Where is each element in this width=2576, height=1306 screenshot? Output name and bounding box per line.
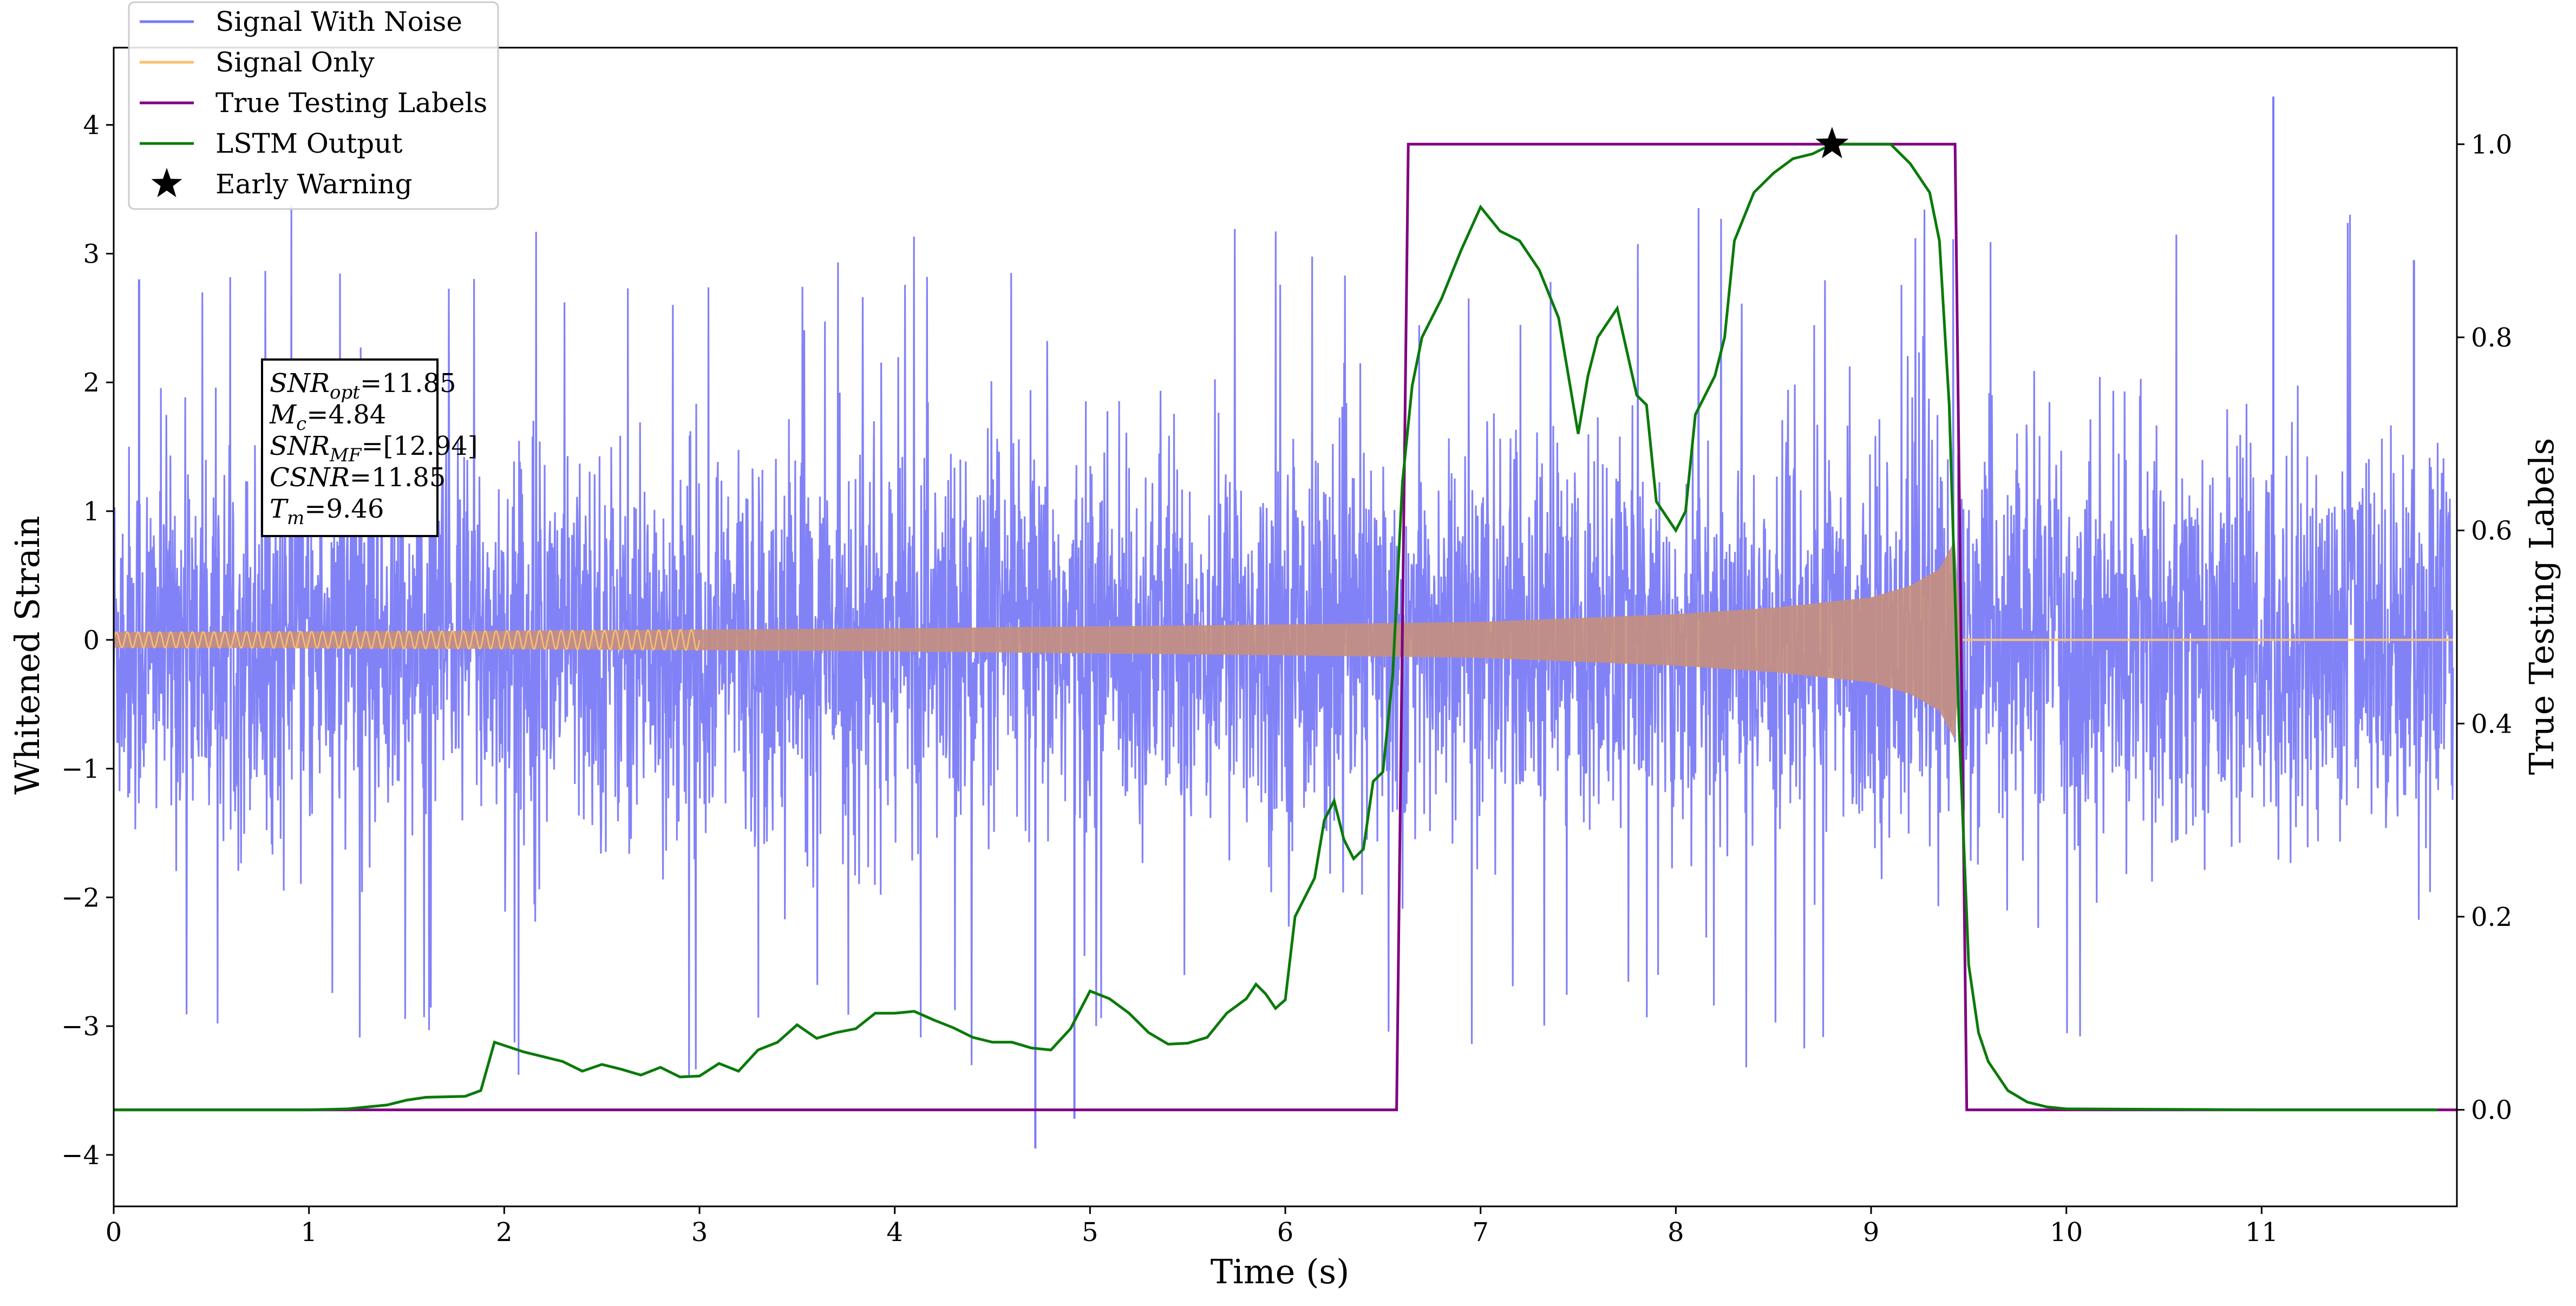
series-signal-with-noise (114, 205, 2454, 1078)
axes: 0 1 2 3 4 5 6 7 8 9 10 11 −4 −3 −2 −1 0 1 2 3 4 0.0 0.2 0.4 0.6 0… (61, 110, 2512, 1248)
y-tick-label-right: 0.8 (2471, 323, 2512, 353)
x-axis-label: Time (s) (1211, 1252, 1350, 1291)
legend-label: Early Warning (215, 168, 413, 200)
annotation-frame (261, 358, 439, 537)
x-tick-label: 7 (1472, 1217, 1489, 1248)
y-tick-label-left: 3 (83, 239, 100, 269)
snr-annotation-box: SNRopt=11.85Mc=4.84SNRMF=[12.94]CSNR=11.… (261, 358, 478, 537)
series-true-testing-labels (114, 142, 2457, 1112)
y-tick-label-left: 4 (83, 110, 100, 141)
legend-label: Signal Only (215, 47, 375, 78)
y-tick-label-left: −2 (61, 883, 100, 913)
legend-label: True Testing Labels (215, 87, 487, 119)
x-tick-label: 0 (106, 1217, 122, 1248)
y-tick-label-right: 0.2 (2471, 902, 2512, 932)
y-tick-label-left: −1 (61, 754, 100, 785)
series-signal-only-envelope (114, 540, 1961, 740)
y-axis-label-right: True Testing Labels (2522, 438, 2561, 775)
y-tick-label-right: 0.4 (2471, 709, 2512, 739)
x-tick-label: 9 (1863, 1217, 1880, 1248)
y-tick-label-right: 0.0 (2471, 1095, 2512, 1126)
x-tick-label: 8 (1668, 1217, 1684, 1248)
x-tick-label: 2 (496, 1217, 513, 1248)
early-warning-marker (1815, 127, 1849, 159)
y-tick-label-right: 0.6 (2471, 516, 2512, 546)
x-tick-label: 5 (1082, 1217, 1099, 1248)
legend-frame (128, 1, 499, 210)
y-axis-label-left: Whitened Strain (8, 516, 47, 795)
legend: Signal With Noise Signal Only True Testing… (128, 1, 499, 210)
annotation-line: SNRMF=[12.94] (270, 431, 478, 466)
y-tick-label-left: 0 (83, 625, 100, 656)
annotation-line: SNRopt=11.85 (270, 368, 456, 403)
x-tick-label: 11 (2245, 1217, 2278, 1248)
x-tick-label: 10 (2050, 1217, 2083, 1248)
series-signal-only-early-cycles (114, 629, 701, 651)
y-tick-label-left: 1 (83, 497, 100, 527)
legend-marker-early-warning (151, 168, 182, 198)
annotation-line: CSNR=11.85 (270, 462, 446, 493)
x-tick-label: 3 (691, 1217, 708, 1248)
y-tick-label-left: 2 (83, 368, 100, 398)
plot-area (114, 96, 2457, 1148)
legend-label: LSTM Output (215, 128, 402, 159)
legend-label: Signal With Noise (215, 6, 462, 37)
x-tick-label: 4 (886, 1217, 903, 1248)
annotation-line: Mc=4.84 (269, 400, 386, 435)
annotation-line: Tm=9.46 (270, 494, 384, 529)
x-tick-label: 1 (300, 1217, 317, 1248)
y-tick-label-left: −4 (61, 1140, 100, 1171)
x-tick-label: 6 (1277, 1217, 1294, 1248)
y-tick-label-left: −3 (61, 1011, 100, 1042)
y-tick-label-right: 1.0 (2471, 129, 2512, 160)
